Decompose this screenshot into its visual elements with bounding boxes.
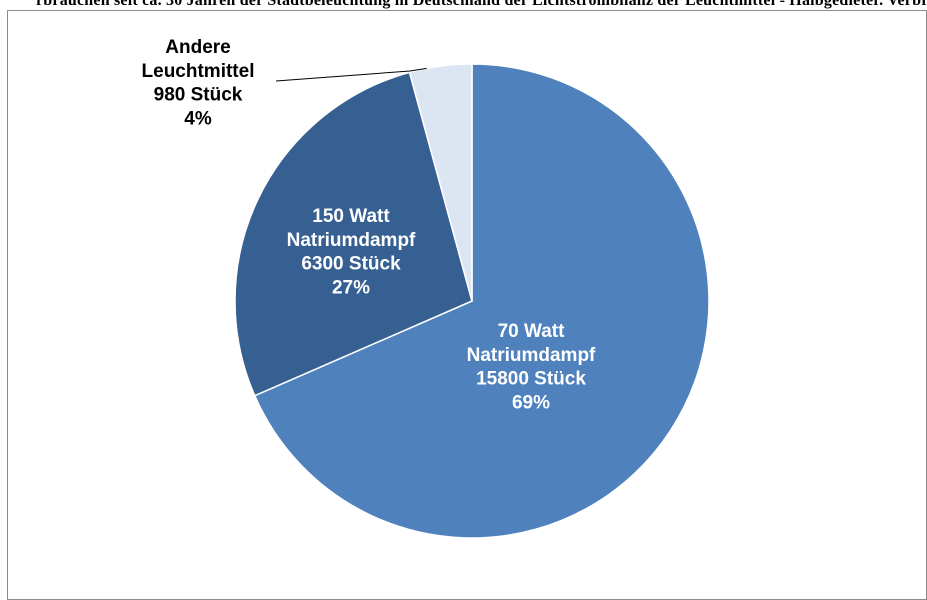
slice-label-line: Leuchtmittel [142, 61, 255, 82]
pie-slice-3 [408, 63, 473, 302]
slice-label-line: 27% [332, 277, 370, 298]
slice-label-line: 69% [512, 392, 550, 413]
slice-label-line: Andere [165, 37, 230, 58]
slice-label-line: 6300 Stück [301, 254, 401, 275]
leader-line [275, 67, 427, 82]
slice-label-line: Natriumdampf [467, 345, 596, 366]
slice-label-line: 980 Stück [154, 85, 243, 106]
slice-label-line: Natriumdampf [287, 230, 416, 251]
pie-slice-2 [234, 71, 473, 397]
slice-label-line: 15800 Stück [476, 369, 586, 390]
pie-slice-1 [253, 63, 710, 539]
slice-label-3: Andere Leuchtmittel 980 Stück 4% [142, 37, 255, 129]
chart-title-strip: rbrauchen seit ca. 30 Jahren der Stadtbe… [0, 0, 927, 10]
slice-label-line: 4% [184, 108, 212, 129]
slice-label-1: 70 Watt Natriumdampf 15800 Stück 69% [467, 321, 596, 413]
slice-label-line: 70 Watt [498, 321, 566, 342]
slice-label-2: 150 Watt Natriumdampf 6300 Stück 27% [287, 206, 416, 298]
slice-label-line: 150 Watt [312, 206, 390, 227]
chart-title: rbrauchen seit ca. 30 Jahren der Stadtbe… [36, 0, 927, 9]
